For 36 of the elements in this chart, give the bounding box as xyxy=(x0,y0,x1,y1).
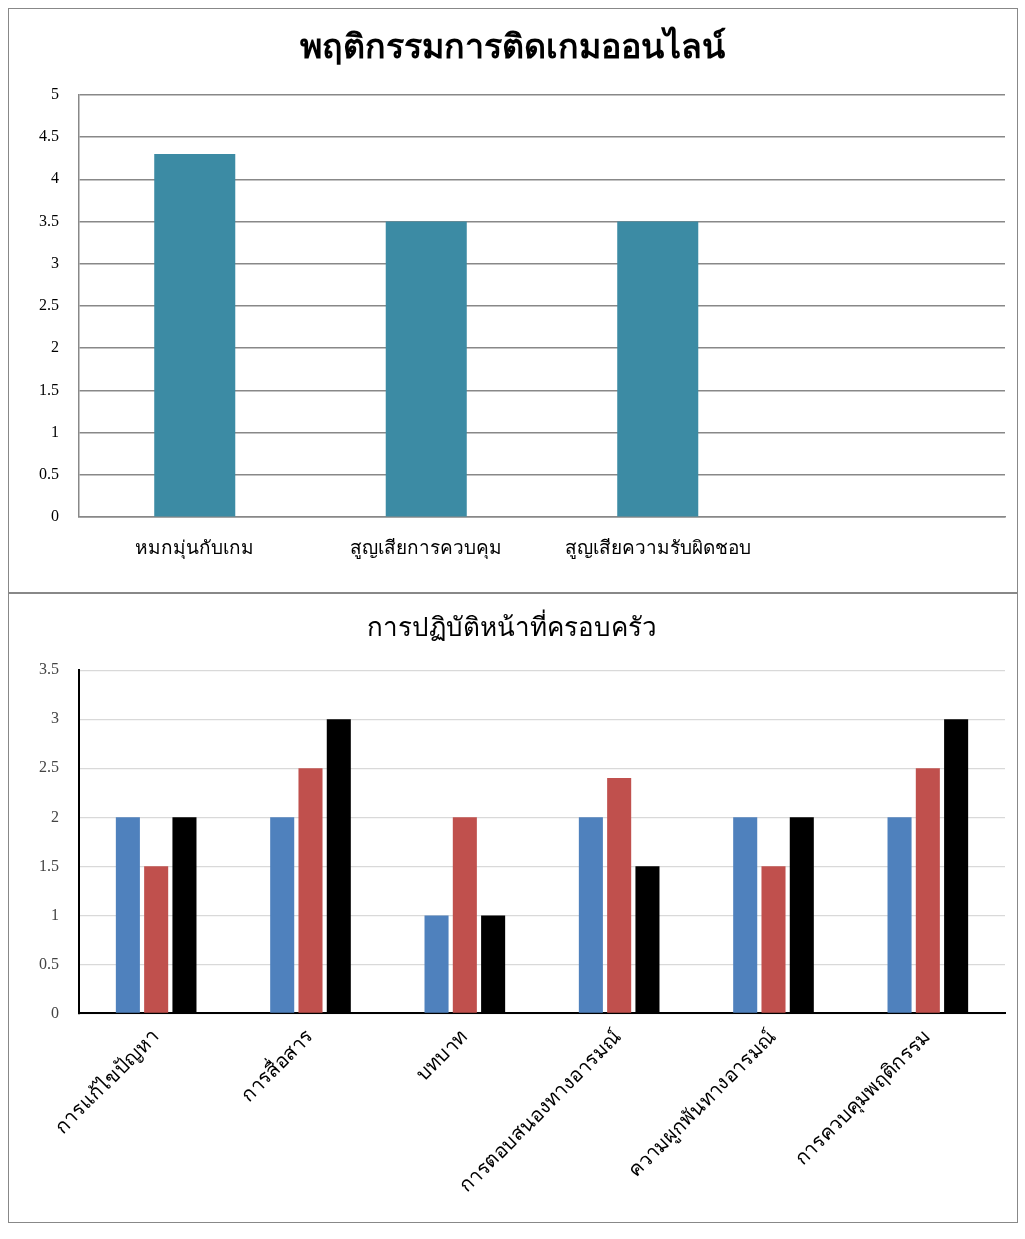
bar xyxy=(424,915,449,1013)
y-tick-label: 3 xyxy=(51,709,59,727)
chart-title: การปฏิบัติหน้าที่ครอบครัว xyxy=(367,609,657,643)
y-tick-label: 3.5 xyxy=(39,660,59,678)
bar xyxy=(887,817,912,1013)
bar xyxy=(144,866,169,1013)
bar xyxy=(115,817,140,1013)
chart-title: พฤติกรรมการติดเกมออนไลน์ xyxy=(299,26,726,66)
y-tick-label: 2.5 xyxy=(39,296,59,314)
y-tick-label: 1 xyxy=(51,422,59,440)
bar xyxy=(915,768,940,1013)
bar xyxy=(452,817,477,1013)
bar xyxy=(298,768,323,1013)
bar xyxy=(761,866,786,1013)
bar xyxy=(270,817,295,1013)
x-tick-label: สูญเสียความรับผิดชอบ xyxy=(564,536,751,559)
y-tick-label: 1 xyxy=(51,905,59,923)
y-tick-label: 2 xyxy=(51,338,59,356)
x-tick-label: หมกมุ่นกับเกม xyxy=(135,536,255,560)
y-tick-label: 0.5 xyxy=(39,954,59,972)
x-tick-label: สูญเสียการควบคุม xyxy=(350,536,503,560)
y-tick-label: 3 xyxy=(51,253,59,271)
y-tick-label: 5 xyxy=(51,85,59,102)
y-tick-label: 0.5 xyxy=(39,465,59,483)
bar xyxy=(733,817,758,1013)
y-tick-label: 1.5 xyxy=(39,380,59,398)
y-tick-label: 4.5 xyxy=(39,127,59,145)
y-tick-label: 3.5 xyxy=(39,211,59,229)
bar xyxy=(607,778,632,1013)
y-tick-label: 2.5 xyxy=(39,758,59,776)
y-tick-label: 1.5 xyxy=(39,856,59,874)
y-tick-label: 2 xyxy=(51,807,59,825)
y-tick-label: 4 xyxy=(51,169,59,187)
bar xyxy=(578,817,603,1013)
y-tick-label: 0 xyxy=(51,507,59,525)
y-tick-label: 0 xyxy=(51,1003,59,1021)
